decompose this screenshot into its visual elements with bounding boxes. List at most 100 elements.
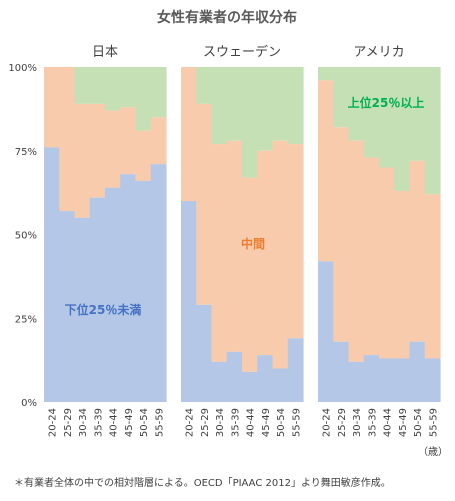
- bottom-segment: [89, 197, 106, 402]
- bottom-segment: [394, 358, 411, 402]
- panels: 日本 20-24 25-29 30-34 35-39 40-44 45-49 50-54 55-…: [44, 44, 441, 437]
- middle-segment: [348, 140, 365, 362]
- bottom-segment: [196, 304, 213, 402]
- top-segment: [89, 67, 106, 104]
- middle-segment: [226, 140, 243, 352]
- bottom-segment: [74, 217, 91, 402]
- top-segment: [242, 67, 258, 178]
- middle-segment: [196, 103, 213, 305]
- panel-title: アメリカ: [353, 45, 404, 60]
- middle-segment: [257, 150, 274, 356]
- bottom-segment: [120, 174, 137, 402]
- bottom-segment: [226, 351, 243, 402]
- top-segment: [363, 67, 380, 158]
- middle-segment: [333, 127, 350, 342]
- middle-segment: [105, 110, 121, 188]
- bottom-segment: [409, 341, 426, 402]
- y-tick-label: 75%: [15, 147, 37, 158]
- top-segment: [272, 67, 289, 141]
- x-tick-label: 50-54: [413, 408, 424, 437]
- bottom-segment: [272, 368, 289, 402]
- x-tick-label: 25-29: [200, 408, 211, 437]
- bottom-segment: [379, 358, 395, 402]
- x-tick-label: 30-34: [78, 408, 89, 437]
- band-label-bottom: 下位25％未満: [65, 302, 142, 317]
- bottom-segment: [181, 201, 197, 402]
- y-tick-label: 50%: [15, 231, 37, 242]
- top-segment: [287, 67, 304, 145]
- panel-1: 日本 20-24 25-29 30-34 35-39 40-44 45-49 50-54 55-…: [44, 45, 167, 437]
- chart-title: 女性有業者の年収分布: [157, 9, 297, 26]
- middle-segment: [89, 103, 106, 198]
- x-tick-label: 35-39: [93, 408, 104, 437]
- top-segment: [257, 67, 274, 151]
- middle-segment: [59, 67, 76, 212]
- bottom-segment: [242, 371, 258, 402]
- panel-3: アメリカ 20-24 25-29 30-34 35-39 40-44 45-49 50-54 5…: [318, 45, 441, 437]
- bottom-segment: [424, 358, 441, 402]
- x-tick-label: 50-54: [276, 408, 287, 437]
- panel-title: スウェーデン: [203, 44, 281, 60]
- middle-segment: [211, 144, 228, 362]
- top-segment: [226, 67, 243, 141]
- top-segment: [211, 67, 228, 145]
- x-tick-label: 30-34: [352, 408, 363, 437]
- middle-segment: [379, 167, 395, 359]
- bottom-segment: [44, 147, 60, 402]
- x-tick-label: 50-54: [139, 408, 150, 437]
- x-tick-label: 55-59: [428, 408, 439, 437]
- top-segment: [135, 67, 152, 131]
- panel-2: スウェーデン 20-24 25-29 30-34 35-39 40-44 45-49 50-5…: [181, 44, 304, 437]
- source-note: ＊有業者全体の中での相対階層による。OECD「PIAAC 2012」より舞田敏彦…: [14, 476, 391, 489]
- y-tick-label: 25%: [15, 314, 37, 325]
- bottom-segment: [105, 187, 121, 402]
- panel-title: 日本: [92, 45, 118, 60]
- middle-segment: [318, 80, 334, 262]
- band-label-middle: 中間: [241, 236, 265, 251]
- band-label-top: 上位25％以上: [348, 95, 425, 110]
- x-tick-label: 40-44: [109, 408, 120, 437]
- bottom-segment: [348, 361, 365, 402]
- top-segment: [120, 67, 137, 108]
- y-tick-label: 100%: [8, 63, 37, 74]
- middle-segment: [135, 130, 152, 181]
- x-tick-label: 20-24: [322, 408, 333, 437]
- x-tick-label: 40-44: [383, 408, 394, 437]
- bottom-segment: [257, 355, 274, 402]
- x-tick-label: 40-44: [246, 408, 257, 437]
- x-tick-label: 55-59: [291, 408, 302, 437]
- middle-segment: [424, 194, 441, 359]
- middle-segment: [409, 160, 426, 342]
- x-axis-unit: （歳）: [418, 446, 448, 458]
- middle-segment: [363, 157, 380, 356]
- middle-segment: [150, 117, 167, 165]
- top-segment: [105, 67, 121, 111]
- top-segment: [150, 67, 167, 118]
- bottom-segment: [333, 341, 350, 402]
- x-tick-label: 35-39: [230, 408, 241, 437]
- x-tick-label: 20-24: [48, 408, 59, 437]
- top-segment: [394, 67, 411, 191]
- y-tick-label: 0%: [21, 398, 37, 409]
- x-tick-label: 55-59: [154, 408, 165, 437]
- x-tick-label: 20-24: [185, 408, 196, 437]
- middle-segment: [287, 144, 304, 339]
- bottom-segment: [318, 261, 334, 402]
- x-tick-label: 45-49: [261, 408, 272, 437]
- x-tick-label: 45-49: [398, 408, 409, 437]
- x-tick-label: 45-49: [124, 408, 135, 437]
- top-segment: [333, 67, 350, 128]
- bottom-segment: [211, 361, 228, 402]
- middle-segment: [74, 103, 91, 218]
- x-tick-label: 35-39: [367, 408, 378, 437]
- middle-segment: [242, 177, 258, 372]
- top-segment: [379, 67, 395, 168]
- bottom-segment: [59, 211, 76, 402]
- bottom-segment: [287, 338, 304, 402]
- x-tick-label: 25-29: [63, 408, 74, 437]
- top-segment: [318, 67, 334, 81]
- bottom-segment: [363, 355, 380, 402]
- top-segment: [196, 67, 213, 104]
- x-tick-label: 25-29: [337, 408, 348, 437]
